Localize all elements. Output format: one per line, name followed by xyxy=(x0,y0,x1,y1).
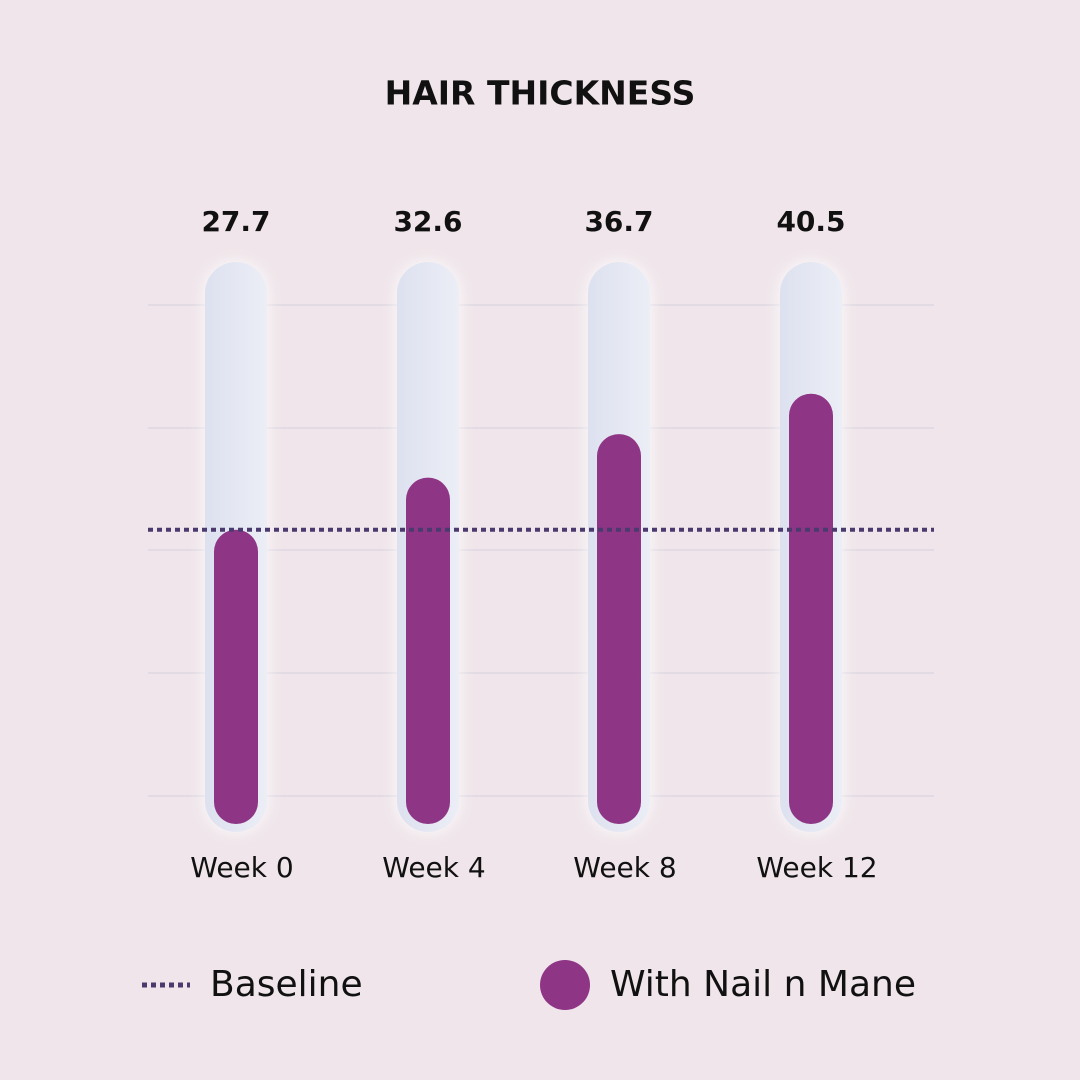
bar xyxy=(214,529,258,824)
legend-label: Baseline xyxy=(210,964,363,1005)
x-tick-label: Week 0 xyxy=(190,851,293,884)
value-label: 36.7 xyxy=(584,205,653,238)
bar xyxy=(406,477,450,824)
bar xyxy=(597,434,641,824)
x-tick-label: Week 12 xyxy=(756,851,877,884)
x-tick-label: Week 4 xyxy=(382,851,485,884)
value-label: 40.5 xyxy=(776,205,845,238)
bar xyxy=(789,393,833,824)
legend-label: With Nail n Mane xyxy=(610,964,916,1005)
value-label: 32.6 xyxy=(393,205,462,238)
legend-swatch xyxy=(540,960,590,1010)
chart-title: HAIR THICKNESS xyxy=(385,74,696,113)
x-tick-label: Week 8 xyxy=(573,851,676,884)
value-label: 27.7 xyxy=(201,205,270,238)
